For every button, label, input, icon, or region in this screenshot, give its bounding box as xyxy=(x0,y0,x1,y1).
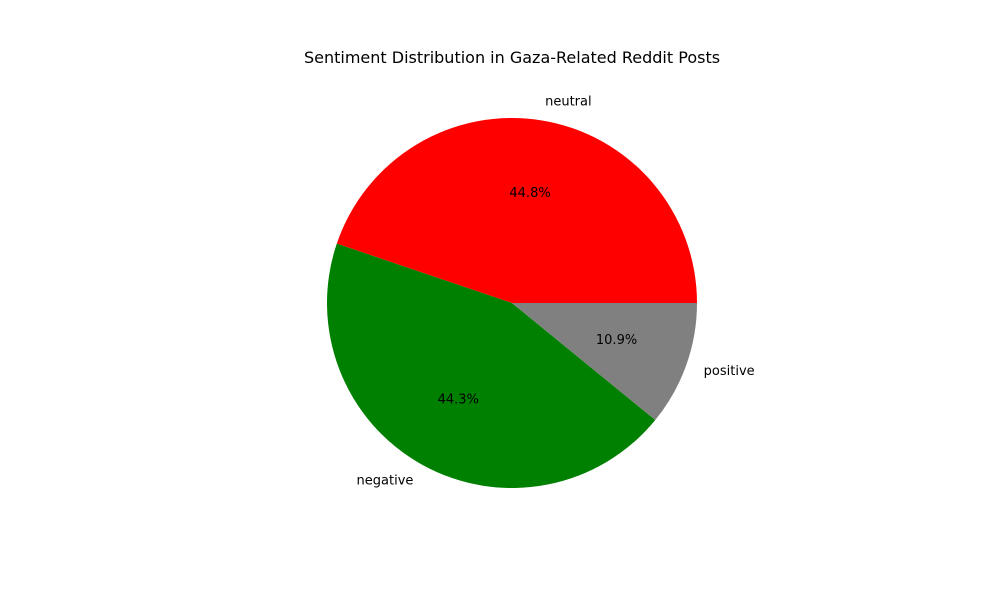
pie-slices xyxy=(326,117,697,489)
slice-label-negative: negative xyxy=(357,474,414,489)
slice-label-positive: positive xyxy=(704,364,755,379)
pct-label-neutral: 44.8% xyxy=(509,186,550,201)
chart-title: Sentiment Distribution in Gaza-Related R… xyxy=(304,48,720,67)
pct-label-positive: 10.9% xyxy=(596,333,637,348)
pie-slice-neutral xyxy=(336,117,697,303)
pct-label-negative: 44.3% xyxy=(438,393,479,408)
pie-slice-positive xyxy=(512,303,697,421)
slice-label-neutral: neutral xyxy=(545,95,592,110)
pie-slice-negative xyxy=(326,243,656,489)
pie-labels: 44.8% neutral 44.3% negative 10.9% positive xyxy=(357,95,755,489)
